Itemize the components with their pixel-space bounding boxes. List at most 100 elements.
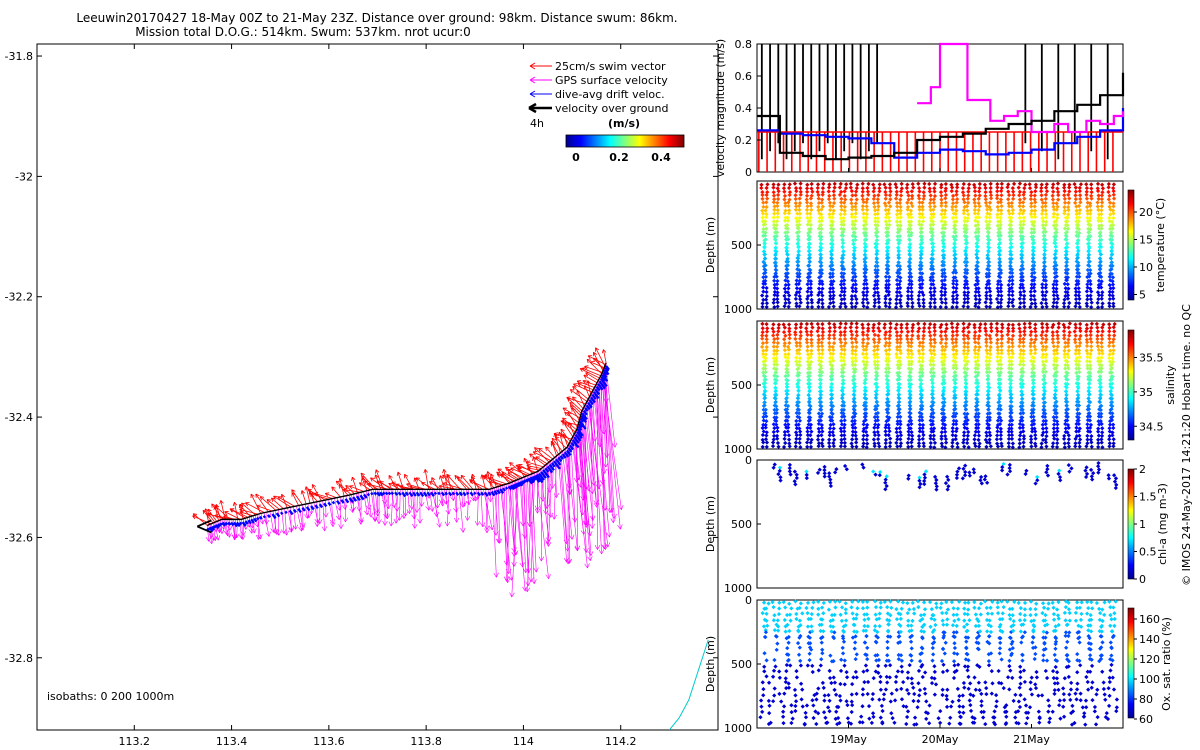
swim-vector (375, 474, 382, 490)
gps-vector-head (453, 507, 459, 513)
profile-point (783, 300, 788, 306)
colorbar-tick-label: 15 (1139, 234, 1153, 247)
profile-point (793, 201, 798, 206)
drift-vector (331, 500, 336, 505)
swim-vector (526, 465, 542, 469)
drift-vector (581, 412, 588, 421)
profile-point (763, 237, 768, 242)
gps-vector-head (388, 521, 394, 527)
profile-point (794, 282, 799, 287)
gps-vector-head (292, 524, 298, 530)
profile-point (772, 304, 777, 310)
profile-point (773, 256, 778, 261)
swim-vector (271, 497, 284, 510)
profile-point (764, 185, 769, 191)
drift-vector (206, 527, 210, 532)
gps-vector (512, 481, 515, 557)
profile-point (793, 296, 799, 301)
drift-vector (574, 433, 582, 442)
gps-vector-head (589, 523, 595, 529)
swim-vector-head (331, 486, 336, 491)
drift-vector (584, 407, 589, 412)
profile-point (783, 271, 789, 276)
colorbar-tick-2: 0.4 (651, 151, 671, 164)
chart-subtitle: Mission total D.O.G.: 514km. Swum: 537km… (135, 25, 471, 39)
drift-vector (594, 388, 601, 396)
swim-vector (211, 503, 223, 520)
gps-vector (480, 489, 484, 527)
drift-vector (603, 368, 610, 376)
profile-point (775, 200, 780, 205)
gps-vector-head (330, 522, 336, 527)
legend-ground-arrow-icon (528, 102, 537, 114)
swim-vector-head (374, 474, 379, 479)
drift-vector (480, 491, 485, 496)
swim-vector (415, 477, 433, 490)
swim-vector (505, 466, 521, 479)
swim-vector-head (446, 474, 451, 479)
gps-vector (247, 517, 250, 528)
swim-vector-head (532, 451, 538, 456)
profile-point (772, 292, 777, 298)
profile-point (772, 207, 777, 212)
drift-vector (582, 409, 588, 416)
swim-vector (532, 456, 538, 472)
gps-vector-head (382, 520, 388, 526)
swim-vector-head (523, 457, 528, 463)
profile-point (764, 214, 769, 220)
swim-vector (579, 368, 600, 379)
map-xtick-label: 113.4 (216, 735, 248, 748)
gps-vector-head (335, 514, 341, 520)
profile-point (760, 211, 766, 216)
gps-vector-head (584, 563, 590, 569)
drift-vector (533, 474, 541, 483)
gps-vector-head (522, 586, 528, 592)
gps-vector (206, 525, 210, 542)
gps-vector-head (409, 504, 415, 510)
gps-vector (274, 510, 277, 534)
drift-vector (397, 491, 402, 496)
drift-vector (437, 491, 441, 496)
profile-point (764, 285, 769, 291)
chart-title: Leeuwin20170427 18-May 00Z to 21-May 23Z… (76, 11, 677, 25)
swim-vector (291, 489, 303, 506)
profile-point (795, 263, 801, 268)
drift-vector (444, 491, 449, 496)
profile-point (764, 304, 769, 310)
gps-vector-head (304, 513, 310, 519)
gps-vector-head (602, 505, 608, 511)
profile-point (793, 196, 798, 202)
drift-vector (305, 506, 311, 512)
swim-vector (375, 469, 384, 490)
swim-vector (488, 477, 507, 485)
gps-vector-head (288, 526, 294, 532)
swim-vector (569, 402, 582, 414)
gps-vector-head (607, 508, 613, 513)
gps-vector (580, 413, 594, 521)
swim-vector (538, 447, 554, 460)
swim-vector-head (213, 505, 218, 511)
profile-point (771, 193, 777, 198)
gps-vector-head (417, 518, 423, 524)
profile-point (761, 264, 767, 269)
drift-vector (531, 475, 537, 482)
colorbar-tick-label: 20 (1139, 206, 1153, 219)
profile-point (784, 248, 789, 253)
swim-vector (507, 472, 519, 480)
gps-vector-head (522, 533, 528, 539)
swim-vector (311, 484, 322, 502)
gps-vector (382, 489, 386, 505)
gps-vector (525, 476, 529, 586)
profile-point (762, 245, 767, 250)
gps-vector (334, 498, 340, 520)
swim-vector-head (567, 422, 573, 427)
profile-point (773, 237, 778, 243)
swim-vector-head (309, 492, 314, 497)
drift-vector (284, 510, 288, 515)
drift-vector (208, 526, 214, 533)
gps-vector-head (401, 513, 407, 519)
drift-vector (451, 491, 456, 496)
gps-vector-head (439, 501, 446, 507)
drift-vector (592, 391, 600, 400)
drift-vector (415, 491, 421, 497)
